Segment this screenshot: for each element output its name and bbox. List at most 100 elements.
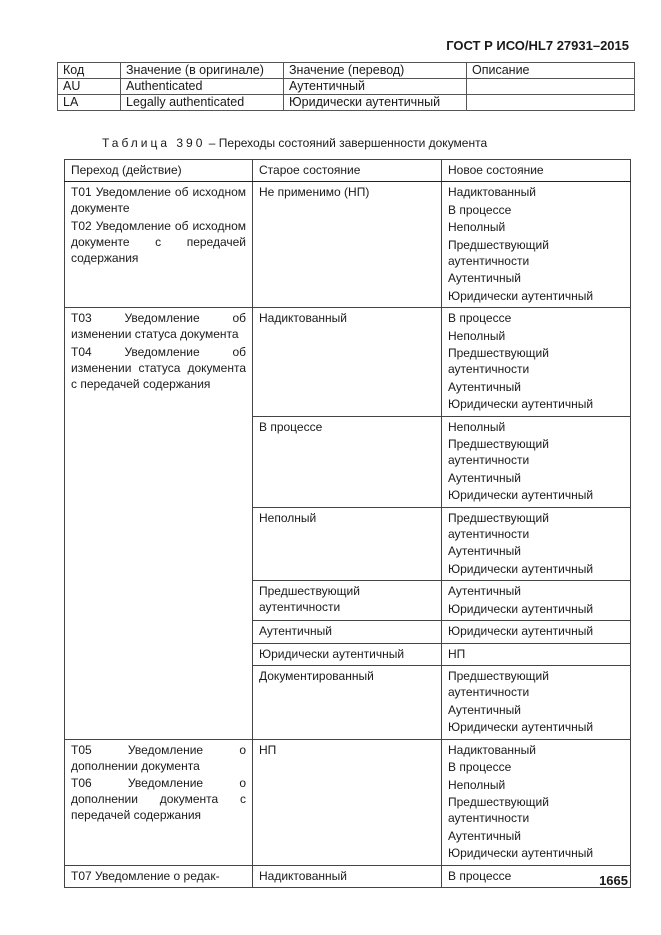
- table-row: T03 Уведомление об изменении статуса док…: [64, 307, 631, 740]
- new-state: НП: [448, 646, 466, 661]
- new-state: Неполный: [448, 220, 506, 234]
- new-state: В процессе: [448, 868, 512, 883]
- new-state-cell: Неполный Предшествующий аутентичности Ауте…: [441, 415, 631, 508]
- new-state: Аутентичный: [448, 544, 521, 558]
- old-state: Документированный: [259, 669, 374, 683]
- transition-cell: T05 Уведомление о дополнении документа T0…: [64, 738, 253, 866]
- new-state-cell: Предшествующий аутентичности Аутентичный Ю…: [441, 506, 631, 581]
- cell: Юридически аутентичный: [283, 94, 467, 111]
- code-table: Код Значение (в оригинале) Значение (пер…: [57, 62, 635, 111]
- new-state: В процессе: [448, 760, 512, 774]
- transition-action: T07 Уведомление о редак-: [71, 868, 220, 883]
- new-state-cell: Предшествующий аутентичности Аутентичный Ю…: [441, 665, 631, 740]
- page-number: 1665: [599, 873, 628, 888]
- caption-title: Переходы состояний завершенности докумен…: [218, 136, 488, 150]
- new-state-cell: Надиктованный В процессе Неполный Предшеств…: [441, 181, 631, 308]
- column-header: Значение (в оригинале): [120, 62, 284, 79]
- column-header: Код: [57, 62, 121, 79]
- new-state: Юридически аутентичный: [448, 397, 594, 411]
- new-state: Аутентичный: [448, 470, 521, 485]
- new-state: В процессе: [448, 202, 512, 217]
- new-state: Предшествующий аутентичности: [448, 346, 549, 376]
- new-state-cell: Юридически аутентичный: [441, 620, 631, 644]
- table-row: Документированный Предшествующий аутентич…: [65, 665, 631, 740]
- caption-label: Таблица 390: [102, 136, 206, 150]
- new-state-cell: НП: [441, 642, 631, 666]
- old-state: Предшествующий аутентичности: [259, 584, 360, 614]
- transitions-table-header: Переход (действие) Старое состояние Ново…: [64, 159, 631, 182]
- old-state-cell: В процессе: [252, 415, 442, 508]
- new-state: Неполный: [448, 419, 506, 434]
- new-state: Аутентичный: [448, 828, 521, 843]
- new-state: Предшествующий аутентичности: [448, 669, 549, 699]
- table-row: AU Authenticated Аутентичный: [57, 78, 635, 95]
- old-state: НП: [259, 742, 277, 757]
- table-row: В процессе Неполный Предшествующий аутенти…: [65, 415, 631, 508]
- column-header: Новое состояние: [441, 159, 631, 182]
- transition-action: T03 Уведомление об изменении статуса док…: [71, 311, 246, 341]
- cell: Legally authenticated: [120, 94, 284, 111]
- transition-action: T05 Уведомление о дополнении документа: [71, 742, 246, 773]
- new-state: Предшествующий аутентичности: [448, 510, 549, 541]
- new-state: Юридически аутентичный: [448, 288, 594, 303]
- transition-action: T01 Уведомление об исходном документе: [71, 185, 246, 215]
- standard-header: ГОСТ Р ИСО/HL7 27931–2015: [446, 38, 629, 53]
- old-state: Надиктованный: [259, 311, 347, 325]
- table-row: Неполный Предшествующий аутентичности Ауте…: [65, 506, 631, 581]
- cell: LA: [57, 94, 121, 111]
- transition-cell: T03 Уведомление об изменении статуса док…: [64, 307, 253, 740]
- new-state: Юридически аутентичный: [448, 624, 594, 638]
- new-state: Юридически аутентичный: [448, 601, 594, 616]
- old-state-cell: Аутентичный: [252, 620, 442, 644]
- table-row: Аутентичный Юридически аутентичный: [65, 620, 631, 644]
- table-row: LA Legally authenticated Юридически ауте…: [57, 94, 635, 111]
- cell: Аутентичный: [283, 78, 467, 95]
- old-state-cell: Документированный: [252, 665, 442, 740]
- cell: [466, 78, 635, 95]
- table-row: T05 Уведомление о дополнении документа T0…: [64, 738, 631, 866]
- transitions-table: Переход (действие) Старое состояние Ново…: [64, 159, 631, 888]
- old-state-cell: Надиктованный: [252, 864, 442, 888]
- old-state-cell: Юридически аутентичный: [252, 642, 442, 666]
- new-state-cell: В процессе Неполный Предшествующий аутенти…: [441, 307, 631, 417]
- old-state-cell: Не применимо (НП): [252, 181, 442, 308]
- transition-cell: T01 Уведомление об исходном документе T02…: [64, 181, 253, 308]
- new-state: В процессе: [448, 311, 512, 325]
- old-state: Неполный: [259, 510, 317, 525]
- new-state: Аутентичный: [448, 702, 521, 717]
- new-state-cell: Аутентичный Юридически аутентичный: [441, 580, 631, 621]
- column-header: Переход (действие): [64, 159, 253, 182]
- transition-action: T02 Уведомление об исходном документе с …: [71, 218, 246, 265]
- new-state-cell: Надиктованный В процессе Неполный Предшеств…: [441, 738, 631, 866]
- new-state: Предшествующий аутентичности: [448, 437, 549, 467]
- transition-action: T06 Уведомление о дополнении документа с…: [71, 776, 246, 822]
- cell: Authenticated: [120, 78, 284, 95]
- column-header: Описание: [466, 62, 635, 79]
- old-state: Надиктованный: [259, 868, 347, 883]
- new-state: Неполный: [448, 777, 506, 792]
- new-state: Юридически аутентичный: [448, 720, 594, 734]
- new-state: Аутентичный: [448, 379, 521, 394]
- cell: AU: [57, 78, 121, 95]
- column-header: Значение (перевод): [283, 62, 467, 79]
- new-state: Юридически аутентичный: [448, 561, 594, 576]
- old-state-cell: НП: [252, 738, 442, 866]
- old-state: Не применимо (НП): [259, 185, 370, 199]
- old-state: В процессе: [259, 419, 323, 434]
- table-row: T07 Уведомление о редак- Надиктованный В п…: [64, 864, 631, 888]
- new-state: Неполный: [448, 328, 506, 343]
- cell: [466, 94, 635, 111]
- new-state: Юридически аутентичный: [448, 488, 594, 502]
- old-state-cell: Предшествующий аутентичности: [252, 580, 442, 621]
- new-state: Надиктованный: [448, 185, 536, 199]
- old-state-cell: Неполный: [252, 506, 442, 581]
- old-state-cell: Надиктованный: [252, 307, 442, 417]
- transition-action: T04 Уведомление об изменении статуса док…: [71, 344, 246, 391]
- new-state: Предшествующий аутентичности: [448, 795, 549, 825]
- caption-dash: –: [208, 136, 216, 150]
- new-state: Аутентичный: [448, 271, 521, 285]
- table-row: T01 Уведомление об исходном документе T02…: [64, 181, 631, 308]
- new-state-cell: В процессе: [441, 864, 631, 888]
- table-caption: Таблица 390 – Переходы состояний заверше…: [102, 136, 487, 150]
- table-row: Предшествующий аутентичности Аутентичный Ю…: [65, 580, 631, 621]
